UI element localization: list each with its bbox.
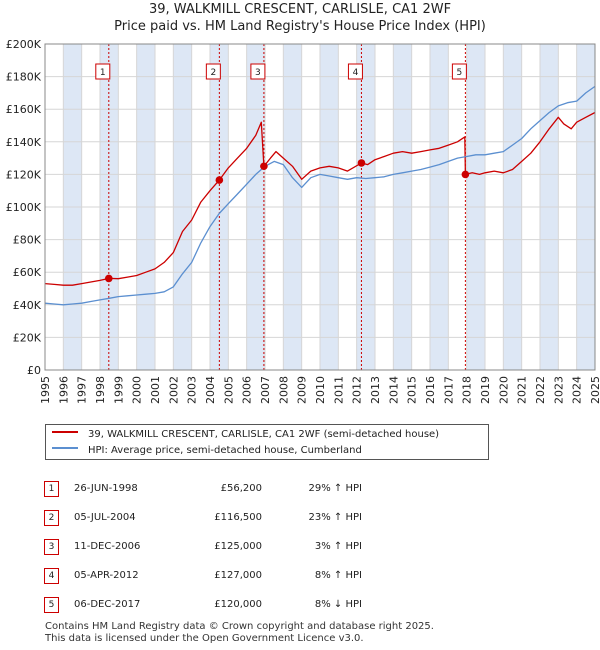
legend-label-property: 39, WALKMILL CRESCENT, CARLISLE, CA1 2WF… bbox=[88, 429, 440, 440]
sale-price: £56,200 bbox=[220, 483, 262, 494]
sale-date: 06-DEC-2017 bbox=[74, 599, 141, 610]
x-tick-label: 2003 bbox=[186, 376, 199, 404]
y-tick-label: £20K bbox=[13, 331, 42, 344]
x-tick-label: 2014 bbox=[387, 376, 400, 404]
y-tick-label: £200K bbox=[6, 38, 42, 51]
sale-hpi-diff: 3% ↑ HPI bbox=[314, 541, 362, 552]
x-tick-label: 2006 bbox=[241, 376, 254, 404]
sale-number-badge: 3 bbox=[44, 538, 59, 555]
sale-point bbox=[260, 162, 268, 171]
sale-hpi-diff: 8% ↑ HPI bbox=[314, 570, 362, 581]
chart-legend: 39, WALKMILL CRESCENT, CARLISLE, CA1 2WF… bbox=[45, 424, 489, 460]
x-tick-label: 2025 bbox=[589, 376, 600, 404]
sale-price: £120,000 bbox=[214, 599, 262, 610]
sale-date: 05-JUL-2004 bbox=[74, 512, 136, 523]
y-tick-label: £60K bbox=[13, 266, 42, 279]
sale-label-box bbox=[250, 63, 266, 80]
x-tick-label: 2018 bbox=[461, 376, 474, 404]
x-tick-label: 2012 bbox=[351, 376, 364, 404]
sale-label-box bbox=[347, 63, 363, 80]
hpi-line bbox=[44, 85, 596, 306]
sale-point bbox=[461, 170, 470, 179]
legend-swatch-property bbox=[52, 431, 78, 433]
price-chart: 1 2 3 4 5 £0 £20K £40K £60K £80K £100K £120K £140K £1… bbox=[6, 38, 600, 404]
plot-border bbox=[44, 43, 596, 371]
x-tick-label: 1997 bbox=[76, 376, 89, 404]
sale-number-badge: 1 bbox=[44, 480, 59, 497]
footer-copyright: Contains HM Land Registry data © Crown c… bbox=[45, 621, 434, 632]
y-tick-label: £100K bbox=[6, 201, 42, 214]
sale-number-badge: 2 bbox=[44, 509, 59, 526]
table-row: 3 11-DEC-2006 £125,000 3% ↑ HPI bbox=[44, 532, 362, 561]
sale-point bbox=[215, 176, 224, 184]
x-tick-label: 2020 bbox=[497, 376, 510, 404]
sale-date: 26-JUN-1998 bbox=[74, 483, 138, 494]
x-tick-label: 2017 bbox=[442, 376, 455, 404]
sales-table: 1 26-JUN-1998 £56,200 29% ↑ HPI 2 05-JUL… bbox=[44, 474, 362, 619]
x-tick-label: 2010 bbox=[314, 376, 327, 404]
x-tick-label: 2001 bbox=[149, 376, 162, 404]
legend-label-hpi: HPI: Average price, semi-detached house,… bbox=[88, 445, 362, 456]
x-tick-label: 2022 bbox=[534, 376, 547, 404]
sale-price: £125,000 bbox=[214, 541, 262, 552]
x-tick-label: 2008 bbox=[277, 376, 290, 404]
sale-price: £116,500 bbox=[214, 512, 262, 523]
x-tick-label: 2005 bbox=[222, 376, 235, 404]
x-tick-label: 2009 bbox=[296, 376, 309, 404]
sale-label-box bbox=[451, 63, 467, 80]
footer-licence: This data is licensed under the Open Gov… bbox=[45, 633, 364, 644]
y-tick-label: £160K bbox=[6, 103, 42, 116]
x-tick-label: 1999 bbox=[112, 376, 125, 404]
table-row: 2 05-JUL-2004 £116,500 23% ↑ HPI bbox=[44, 503, 362, 532]
x-tick-label: 1995 bbox=[39, 376, 52, 404]
property-price-line bbox=[44, 111, 596, 286]
sale-hpi-diff: 29% ↑ HPI bbox=[308, 483, 362, 494]
sale-hpi-diff: 8% ↓ HPI bbox=[314, 599, 362, 610]
sale-hpi-diff: 23% ↑ HPI bbox=[308, 512, 362, 523]
y-tick-label: £140K bbox=[6, 136, 42, 149]
sale-label-box bbox=[95, 63, 111, 80]
sale-label: 4 bbox=[353, 68, 359, 78]
sale-label: 5 bbox=[457, 68, 463, 78]
table-row: 4 05-APR-2012 £127,000 8% ↑ HPI bbox=[44, 561, 362, 590]
x-tick-label: 1998 bbox=[94, 376, 107, 404]
x-tick-label: 1996 bbox=[57, 376, 70, 404]
sale-point bbox=[357, 159, 366, 167]
table-row: 5 06-DEC-2017 £120,000 8% ↓ HPI bbox=[44, 590, 362, 619]
legend-item-hpi: HPI: Average price, semi-detached house,… bbox=[52, 444, 362, 458]
x-tick-label: 2023 bbox=[552, 376, 565, 404]
sale-label-box bbox=[205, 63, 221, 80]
chart-subtitle: Price paid vs. HM Land Registry's House … bbox=[114, 19, 486, 34]
sale-number-badge: 5 bbox=[44, 596, 59, 613]
x-tick-label: 2019 bbox=[479, 376, 492, 404]
sale-number-badge: 4 bbox=[44, 567, 59, 584]
sale-label: 1 bbox=[100, 68, 106, 78]
x-tick-label: 2013 bbox=[369, 376, 382, 404]
sale-label: 3 bbox=[255, 68, 261, 78]
table-row: 1 26-JUN-1998 £56,200 29% ↑ HPI bbox=[44, 474, 362, 503]
x-tick-label: 2004 bbox=[204, 376, 217, 404]
sale-date: 05-APR-2012 bbox=[74, 570, 139, 581]
y-tick-label: £120K bbox=[6, 168, 42, 181]
y-tick-label: £180K bbox=[6, 71, 42, 84]
y-tick-label: £0 bbox=[27, 364, 41, 377]
y-tick-label: £40K bbox=[13, 299, 42, 312]
x-tick-label: 2007 bbox=[259, 376, 272, 404]
sale-point bbox=[105, 274, 113, 283]
x-tick-label: 2021 bbox=[516, 376, 529, 404]
x-tick-label: 2024 bbox=[571, 376, 584, 404]
sale-label: 2 bbox=[210, 68, 216, 78]
x-tick-label: 2000 bbox=[131, 376, 144, 404]
sale-date: 11-DEC-2006 bbox=[74, 541, 141, 552]
legend-swatch-hpi bbox=[52, 447, 78, 449]
chart-title: 39, WALKMILL CRESCENT, CARLISLE, CA1 2WF bbox=[148, 2, 452, 17]
x-tick-label: 2002 bbox=[167, 376, 180, 404]
x-tick-label: 2011 bbox=[332, 376, 345, 404]
legend-item-property: 39, WALKMILL CRESCENT, CARLISLE, CA1 2WF… bbox=[52, 428, 439, 442]
x-tick-label: 2016 bbox=[424, 376, 437, 404]
x-tick-label: 2015 bbox=[406, 376, 419, 404]
sale-price: £127,000 bbox=[214, 570, 262, 581]
y-tick-label: £80K bbox=[13, 234, 42, 247]
